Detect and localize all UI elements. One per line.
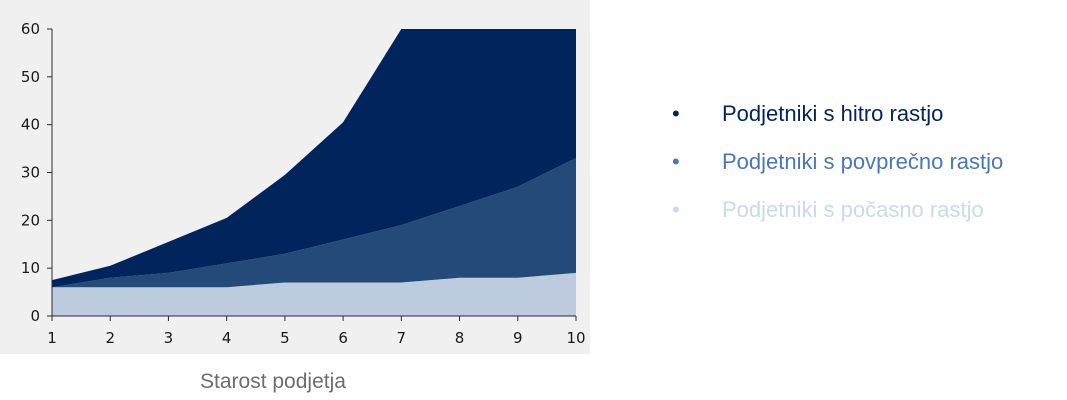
x-tick-label: 2 xyxy=(105,329,115,347)
x-tick-label: 4 xyxy=(222,329,232,347)
x-tick-label: 7 xyxy=(397,329,407,347)
x-axis-title: Starost podjetja xyxy=(200,370,346,393)
bullet-icon: • xyxy=(672,101,680,126)
area-series-3 xyxy=(52,29,576,288)
bullet-icon: • xyxy=(672,149,680,174)
x-tick-label: 9 xyxy=(513,329,523,347)
y-tick-label: 10 xyxy=(21,259,40,277)
legend-item: • Podjetniki s povprečno rastjo xyxy=(672,144,1003,192)
legend-label: Podjetniki s počasno rastjo xyxy=(722,197,984,222)
x-tick-label: 5 xyxy=(280,329,290,347)
legend-label: Podjetniki s hitro rastjo xyxy=(722,101,944,126)
legend-item: • Podjetniki s hitro rastjo xyxy=(672,96,1003,144)
x-tick-label: 1 xyxy=(47,329,57,347)
area-series-1 xyxy=(52,272,576,316)
legend: • Podjetniki s hitro rastjo • Podjetniki s … xyxy=(672,96,1003,240)
y-tick-label: 0 xyxy=(30,307,40,325)
x-tick-label: 8 xyxy=(455,329,465,347)
y-tick-label: 20 xyxy=(21,211,40,229)
legend-label: Podjetniki s povprečno rastjo xyxy=(722,149,1004,174)
y-tick-label: 60 xyxy=(21,20,40,38)
area-series-group xyxy=(52,29,576,316)
area-series-2 xyxy=(52,158,576,288)
area-chart: 0 10 20 30 40 50 60 1 2 3 4 5 6 7 8 9 10 xyxy=(0,0,590,354)
tick-labels-group: 0 10 20 30 40 50 60 1 2 3 4 5 6 7 8 9 10 xyxy=(21,20,586,347)
bullet-icon: • xyxy=(672,197,680,222)
legend-item: • Podjetniki s počasno rastjo xyxy=(672,192,1003,240)
x-tick-label: 10 xyxy=(566,329,585,347)
x-tick-label: 3 xyxy=(164,329,174,347)
y-tick-label: 40 xyxy=(21,116,40,134)
y-tick-label: 50 xyxy=(21,68,40,86)
x-tick-label: 6 xyxy=(338,329,348,347)
y-tick-label: 30 xyxy=(21,164,40,182)
axes-group xyxy=(47,28,577,321)
